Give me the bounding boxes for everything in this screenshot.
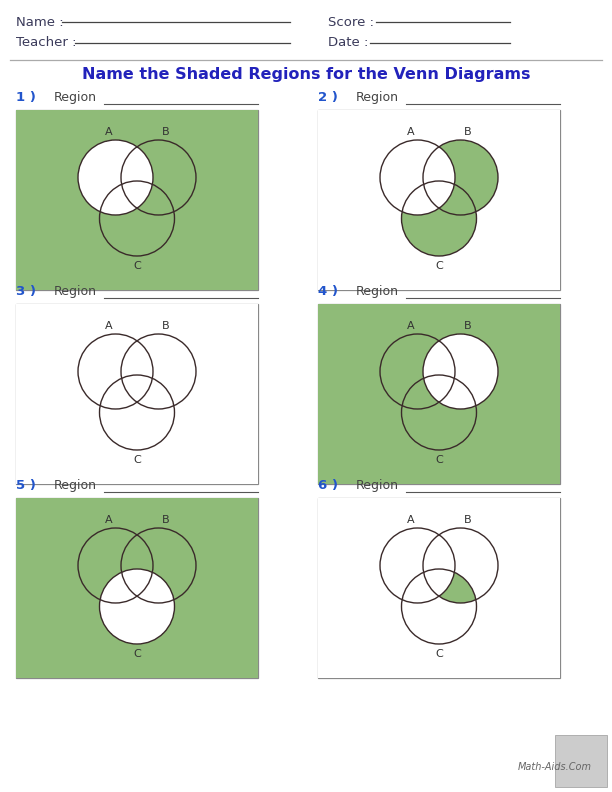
Text: A: A: [407, 515, 414, 525]
Text: Region: Region: [356, 285, 399, 298]
Text: C: C: [133, 261, 141, 271]
Text: B: B: [464, 127, 471, 137]
Text: A: A: [105, 515, 113, 525]
Text: A: A: [105, 127, 113, 137]
Text: B: B: [464, 515, 471, 525]
Text: Region: Region: [54, 285, 97, 298]
Text: Math-Aids.Com: Math-Aids.Com: [518, 762, 592, 772]
Bar: [318, 110, 560, 290]
Text: 2 ): 2 ): [318, 91, 338, 104]
Text: Score :: Score :: [328, 16, 374, 29]
Text: C: C: [435, 455, 443, 465]
Text: A: A: [105, 321, 113, 331]
Text: C: C: [435, 649, 443, 659]
Text: B: B: [162, 127, 170, 137]
Bar: [16, 110, 258, 290]
Bar: [16, 498, 258, 678]
Text: B: B: [162, 515, 170, 525]
Text: C: C: [435, 261, 443, 271]
Text: Region: Region: [54, 479, 97, 492]
Text: C: C: [133, 649, 141, 659]
Bar: [16, 304, 258, 484]
Bar: [318, 498, 560, 678]
Text: Region: Region: [54, 91, 97, 104]
Bar: [318, 304, 560, 484]
Text: Date :: Date :: [328, 36, 368, 49]
Text: Region: Region: [356, 479, 399, 492]
Text: 4 ): 4 ): [318, 285, 338, 298]
Text: A: A: [407, 127, 414, 137]
Text: Name the Shaded Regions for the Venn Diagrams: Name the Shaded Regions for the Venn Dia…: [82, 67, 530, 82]
Text: Name :: Name :: [16, 16, 64, 29]
Text: 6 ): 6 ): [318, 479, 338, 492]
Text: Region: Region: [356, 91, 399, 104]
Text: 1 ): 1 ): [16, 91, 36, 104]
Text: 5 ): 5 ): [16, 479, 36, 492]
Text: Teacher :: Teacher :: [16, 36, 76, 49]
Bar: [555, 735, 607, 787]
Text: A: A: [407, 321, 414, 331]
Text: C: C: [133, 455, 141, 465]
Text: 3 ): 3 ): [16, 285, 36, 298]
Text: B: B: [162, 321, 170, 331]
Text: B: B: [464, 321, 471, 331]
